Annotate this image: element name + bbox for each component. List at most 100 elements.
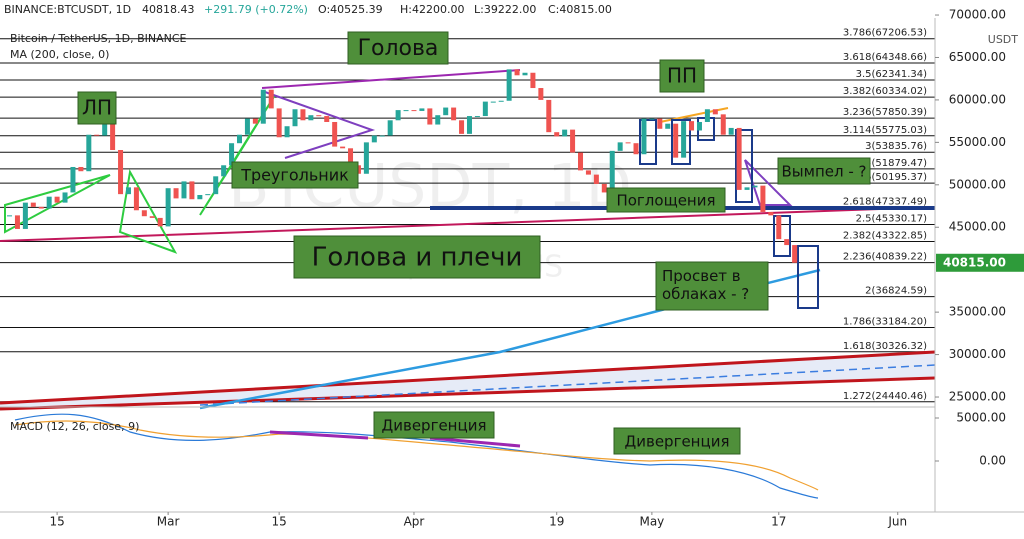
triangle bbox=[264, 91, 376, 159]
candle bbox=[562, 129, 568, 137]
annotation: Голова и плечи bbox=[293, 235, 541, 279]
annotation-text: ПП bbox=[667, 64, 697, 88]
annotation-text: Вымпел - ? bbox=[782, 163, 867, 181]
wedge bbox=[118, 169, 178, 254]
annotation: Дивергенция bbox=[373, 411, 495, 439]
candle bbox=[522, 72, 528, 76]
candle bbox=[229, 143, 235, 166]
candle bbox=[609, 150, 615, 193]
candle bbox=[514, 69, 520, 76]
fib-label: 1.272(24440.46) bbox=[843, 391, 927, 402]
annotation-text: Треугольник bbox=[240, 166, 349, 185]
last-price-tag bbox=[936, 253, 1024, 272]
candle bbox=[236, 134, 242, 144]
candle bbox=[22, 202, 28, 229]
candle bbox=[411, 110, 417, 112]
candle bbox=[696, 121, 702, 131]
x-tick-label: Mar bbox=[157, 515, 180, 529]
fib-label: 2(36824.59) bbox=[865, 286, 927, 297]
fib-label: 2.786(50195.37) bbox=[843, 172, 927, 183]
header-change: +291.79 (+0.72%) bbox=[204, 3, 308, 16]
signal-line bbox=[14, 420, 819, 491]
channel-bottom bbox=[0, 376, 936, 411]
fib-label: 3.5(62341.34) bbox=[856, 69, 928, 80]
candle bbox=[601, 183, 607, 193]
candle bbox=[665, 123, 671, 129]
candle bbox=[498, 100, 504, 102]
y-tick-label: 60000.00 bbox=[949, 92, 1006, 106]
x-tick-label: 19 bbox=[549, 515, 564, 529]
candle bbox=[585, 170, 591, 175]
y-tick-label: 25000.00 bbox=[949, 390, 1006, 404]
candle bbox=[681, 121, 687, 158]
candle bbox=[260, 89, 266, 124]
candle bbox=[141, 210, 147, 217]
candle bbox=[46, 196, 52, 209]
annotation: ПП bbox=[659, 59, 705, 93]
candle bbox=[30, 202, 36, 207]
y-tick-label: 50000.00 bbox=[949, 177, 1006, 191]
annotation-box bbox=[293, 235, 541, 279]
candle bbox=[292, 109, 298, 127]
y-tick-label: 45000.00 bbox=[949, 220, 1006, 234]
macd-y-tick-label: 5000.00 bbox=[956, 410, 1006, 424]
candle bbox=[554, 132, 560, 137]
annotation-text: ЛП bbox=[82, 96, 112, 120]
candle bbox=[70, 166, 76, 193]
candle bbox=[94, 134, 100, 136]
indicator-label: MA (200, close, 0) bbox=[10, 48, 109, 61]
candle bbox=[118, 149, 124, 195]
candle bbox=[482, 101, 488, 117]
annotation-box bbox=[613, 427, 741, 455]
candle bbox=[673, 123, 679, 158]
header-close: C:40815.00 bbox=[548, 3, 612, 16]
annotation-box bbox=[659, 59, 705, 93]
x-tick-label: Jun bbox=[887, 515, 907, 529]
candle bbox=[181, 181, 187, 199]
candle bbox=[221, 165, 227, 177]
candle bbox=[308, 115, 314, 121]
candle bbox=[125, 187, 131, 195]
candle bbox=[403, 110, 409, 112]
candle bbox=[506, 69, 512, 101]
candle bbox=[792, 245, 798, 263]
candle bbox=[268, 89, 274, 109]
candle bbox=[712, 109, 718, 115]
candle bbox=[625, 142, 631, 144]
candle bbox=[244, 118, 250, 135]
candle bbox=[189, 181, 195, 200]
x-tick-label: 15 bbox=[49, 515, 64, 529]
candle bbox=[578, 152, 584, 171]
candle bbox=[14, 215, 20, 229]
annotation-box bbox=[777, 157, 871, 185]
annotation-box bbox=[231, 161, 359, 189]
candle bbox=[332, 121, 338, 147]
candle bbox=[760, 185, 766, 212]
fib-label: 2.885(51879.47) bbox=[843, 158, 927, 169]
macd-title: MACD (12, 26, close, 9) bbox=[10, 420, 139, 433]
candle bbox=[363, 142, 369, 174]
drawings bbox=[0, 69, 936, 499]
candle bbox=[78, 166, 84, 172]
channel-mid bbox=[199, 364, 936, 406]
y-tick-label: 70000.00 bbox=[949, 8, 1006, 22]
candle bbox=[435, 115, 441, 125]
candle bbox=[371, 135, 377, 143]
annotation: ЛП bbox=[77, 91, 117, 125]
candle bbox=[157, 217, 163, 227]
annotation-box bbox=[606, 187, 726, 213]
fib-label: 2.236(40839.22) bbox=[843, 252, 927, 263]
y-tick-label: 65000.00 bbox=[949, 50, 1006, 64]
candle bbox=[38, 206, 44, 209]
candle bbox=[252, 118, 258, 124]
candle bbox=[768, 211, 774, 216]
fib-label: 3.382(60334.02) bbox=[843, 86, 927, 97]
annotation: Поглощения bbox=[606, 187, 726, 213]
x-tick-label: 15 bbox=[272, 515, 287, 529]
candle bbox=[752, 185, 758, 188]
annotation-text: Дивергенция bbox=[625, 433, 730, 451]
chart-title: Bitcoin / TetherUS, 1D, BINANCE bbox=[10, 32, 187, 45]
annotation-text: Голова и плечи bbox=[312, 243, 523, 273]
candle bbox=[110, 121, 116, 150]
